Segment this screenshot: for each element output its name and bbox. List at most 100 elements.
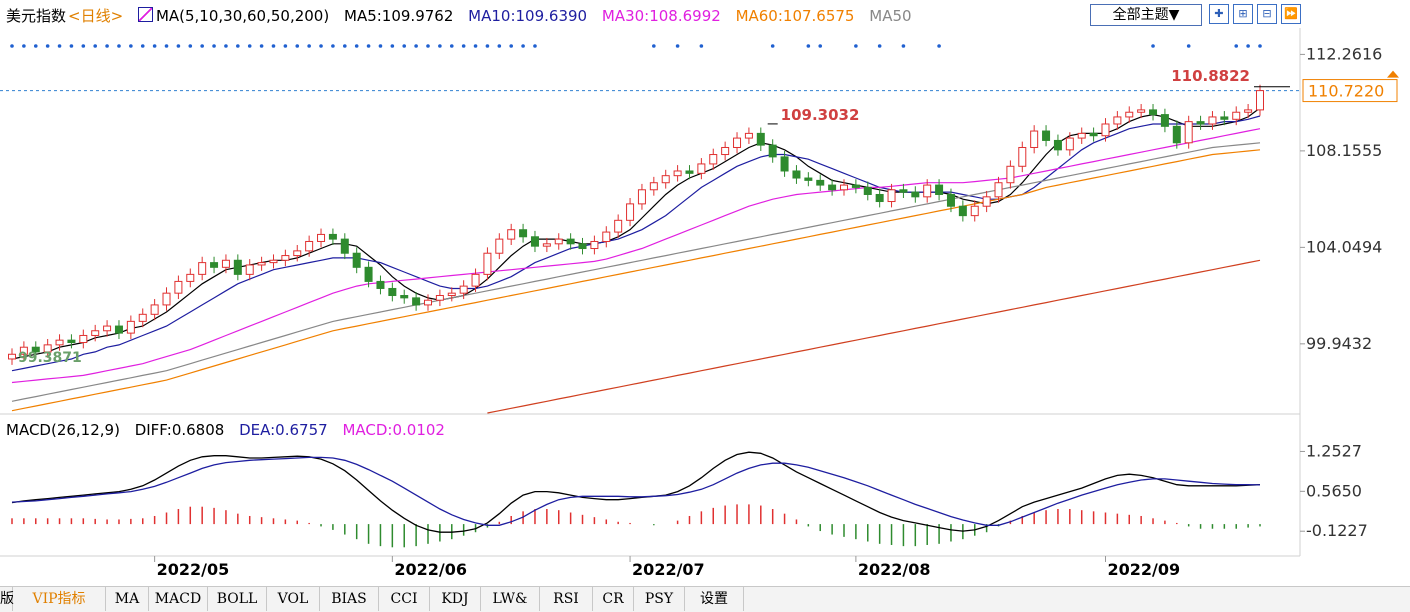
signal-dot [818,44,823,48]
candle [685,165,694,180]
fast-forward-icon[interactable]: ⏩ [1281,4,1301,24]
candle [851,179,860,194]
candle-body [424,299,432,306]
tab-rsi[interactable]: RSI [540,587,593,611]
candle-body [673,170,682,177]
candle-body [661,175,670,184]
x-tick-label: 2022/07 [632,560,705,579]
candle-body [162,292,171,306]
candle [935,179,944,201]
y-tick-label: 112.2616 [1306,44,1382,63]
signal-dot [533,44,537,48]
tab-version[interactable]: 版 [0,587,14,611]
signal-dot [414,44,418,48]
signal-dot [390,44,395,48]
candle [626,198,635,227]
candle-body [946,193,955,207]
candle-body [994,182,1003,198]
candle-body [483,252,492,275]
candle [364,261,373,288]
tab-vol[interactable]: VOL [267,587,320,611]
signal-dot [152,44,157,48]
zoom-in-icon[interactable]: ⊞ [1233,4,1253,24]
tab-cci[interactable]: CCI [379,587,430,611]
signal-dot [473,44,478,48]
candle [590,235,599,255]
current-price-box [1302,79,1398,103]
candle-body [388,287,397,297]
candle-body [958,205,967,217]
signal-dot [461,44,466,48]
candle [1160,108,1169,133]
indicator-tab-bar: 版 VIP指标 MA MACD BOLL VOL BIAS CCI KDJ LW… [0,586,1410,612]
ma-line-ma50 [11,142,1261,402]
candle-body [138,313,147,322]
candle [1196,115,1205,130]
candle [376,275,385,295]
signal-dot [45,44,50,48]
candle [174,275,183,300]
zoom-out-icon[interactable]: ⊟ [1257,4,1277,24]
ma-line-ma60 [11,149,1261,412]
candle [756,127,765,152]
signal-dots [10,44,1262,48]
tab-vip-indicators[interactable]: VIP指标 [13,587,106,611]
signal-dot [521,44,525,48]
tab-psy[interactable]: PSY [634,587,685,611]
candle [614,214,623,238]
signal-dot [247,44,252,48]
tab-lw[interactable]: LW& [481,587,540,611]
candle [79,329,88,349]
candle [245,259,254,281]
signal-dot [449,44,454,48]
tab-boll[interactable]: BOLL [208,587,267,611]
candle-body [851,184,860,188]
tab-ma[interactable]: MA [106,587,149,611]
candle [471,268,480,292]
tab-cr[interactable]: CR [593,587,634,611]
candle [804,172,813,187]
macd-line-dea [11,456,1261,526]
candle [1006,160,1015,189]
candle [863,181,872,201]
theme-dropdown[interactable]: 全部主题▼ [1090,4,1202,26]
candle-body [1113,116,1122,125]
candle-body [792,170,801,179]
tab-kdj[interactable]: KDJ [430,587,481,611]
crosshair-icon[interactable]: ✚ [1209,4,1229,24]
high-annotation: 110.8822 [1171,67,1250,85]
candle-body [257,262,266,266]
tab-settings[interactable]: 设置 [685,587,744,611]
signal-dot [343,44,347,48]
signal-dot [770,44,775,48]
signal-dot [81,44,86,48]
candle [661,169,670,189]
candle [1172,120,1181,149]
candle [709,148,718,170]
candle [424,294,432,311]
signal-dot [117,44,121,48]
ma50-value: MA50 [869,7,912,25]
ma-toggle-icon[interactable] [137,7,153,22]
candle [1030,125,1039,154]
signal-dot [10,44,14,48]
candle [744,127,753,144]
candle-body [55,339,64,346]
tab-bias[interactable]: BIAS [320,587,379,611]
period-label[interactable]: <日线> [68,7,124,25]
candle [19,341,28,361]
candle-body [210,262,219,268]
macd-y-tick-label: 0.5650 [1306,481,1362,500]
candle [542,237,551,253]
candle [31,341,40,358]
candle-body [578,243,587,250]
signal-dot [877,44,882,48]
candle-body [1065,137,1074,151]
macd-y-tick-label: 1.2527 [1306,441,1362,460]
candle [1113,111,1122,130]
low-annotation: 99.3871 [18,350,82,366]
candle-body [780,156,789,172]
candle [1220,111,1229,126]
tab-macd[interactable]: MACD [149,587,208,611]
candle-body [875,193,884,203]
